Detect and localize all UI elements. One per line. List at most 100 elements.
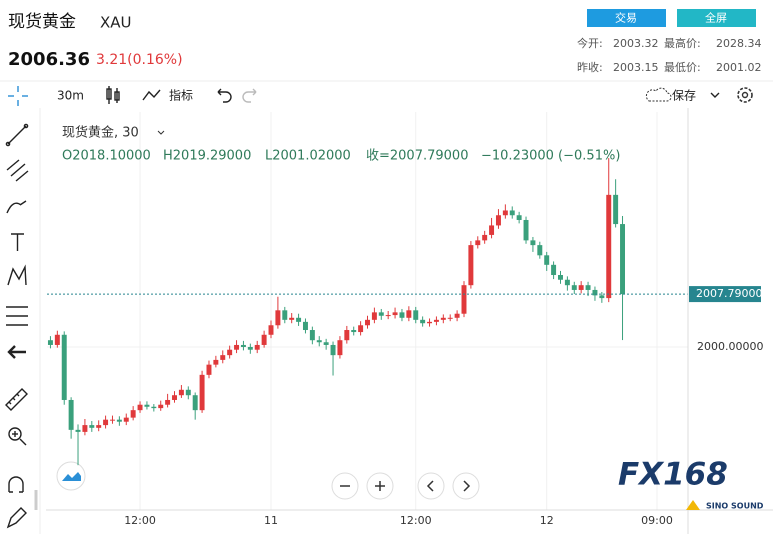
candle-body (482, 234, 488, 241)
text-tool[interactable] (11, 233, 24, 251)
candle-body (489, 225, 495, 235)
candle-body (344, 330, 350, 341)
scroll-left-button[interactable] (417, 472, 445, 500)
watermark-logo (686, 500, 700, 510)
candle-body (433, 319, 439, 322)
save-button[interactable]: 保存 (672, 89, 696, 103)
candle-body (613, 194, 619, 225)
candle-body (302, 321, 308, 331)
legend-title: 现货黄金, 30 (62, 125, 139, 141)
pattern-tool[interactable] (7, 264, 27, 286)
candle-body (247, 346, 253, 350)
indicator-icon[interactable] (142, 89, 161, 101)
fullscreen-button[interactable] (677, 9, 756, 27)
legend-dropdown[interactable] (157, 130, 165, 135)
cloud-icon[interactable] (645, 87, 672, 102)
candle-body (551, 264, 557, 276)
candle-body (109, 419, 115, 421)
price-change: 3.21(0.16%) (96, 52, 183, 68)
fullscreen-button-label[interactable]: 全屏 (705, 11, 727, 25)
legend-change: −10.23000 (−0.51%) (481, 149, 620, 164)
candle-body (192, 395, 198, 411)
candle-body (399, 312, 405, 318)
candle-body (365, 319, 370, 326)
scroll-right-button[interactable] (452, 472, 480, 500)
candle-body (537, 245, 543, 256)
candle-body (199, 374, 205, 411)
candle-body (447, 317, 453, 319)
candle-body (75, 429, 81, 432)
x-tick-label: 12 (540, 514, 554, 527)
candle-body (158, 404, 164, 409)
ruler-tool[interactable] (5, 388, 28, 411)
candle-body (440, 317, 446, 320)
legend-low: L2001.02000 (265, 149, 351, 164)
candle-body (234, 344, 240, 350)
candle-body (606, 194, 612, 299)
magnet-tool[interactable] (8, 476, 24, 493)
stat-value: 2001.02 (716, 61, 762, 74)
watermark-brand: FX168 (618, 457, 728, 493)
prediction-tool[interactable] (6, 306, 28, 326)
candle-body (420, 319, 426, 324)
candle-body (116, 419, 122, 422)
interval-button[interactable]: 30m (57, 89, 84, 103)
candle-body (544, 255, 550, 265)
candle-body (54, 334, 60, 345)
instrument-name: 现货黄金 (8, 12, 76, 32)
candle-body (227, 349, 233, 356)
fib-tool[interactable] (6, 159, 29, 182)
candle-body (371, 312, 377, 320)
last-price-tag (689, 286, 761, 303)
x-tick-label: 12:00 (400, 514, 432, 527)
candle-body (337, 340, 343, 356)
candle-body (330, 344, 336, 356)
candle-body (206, 364, 212, 375)
undo-icon[interactable] (217, 88, 232, 103)
candle-body (96, 425, 102, 428)
candle-body (165, 399, 171, 405)
trend-line-tool[interactable] (5, 123, 29, 147)
candle-body (585, 285, 591, 290)
y-tick-label: 2000.00000 (697, 340, 763, 353)
indicator-button[interactable]: 指标 (169, 88, 193, 103)
lock-tool[interactable] (6, 507, 27, 529)
candle-body (392, 312, 398, 316)
settings-icon[interactable] (737, 87, 753, 103)
instrument-symbol: XAU (100, 14, 132, 32)
candle-body (213, 359, 219, 365)
candle-body (378, 312, 384, 316)
stat-label: 最高价: (664, 36, 701, 50)
legend-open: O2018.10000 (62, 149, 151, 164)
candle-body (47, 340, 53, 345)
legend-high: H2019.29000 (163, 149, 251, 164)
logo-icon (62, 472, 81, 481)
x-tick-label: 12:00 (124, 514, 156, 527)
watermark-sub: SINO SOUND (706, 502, 764, 511)
stat-value: 2003.15 (613, 61, 659, 74)
candle-body (358, 325, 364, 333)
hide-tool[interactable] (7, 345, 26, 359)
candle-body (509, 210, 515, 216)
candle-type-icon[interactable] (106, 86, 120, 104)
candle-body (323, 342, 329, 345)
crosshair-tool[interactable] (8, 86, 28, 106)
save-dropdown[interactable] (710, 92, 720, 98)
candle-body (68, 399, 74, 430)
last-price-label: 2007.79000 (696, 287, 762, 300)
brush-tool[interactable] (6, 200, 27, 214)
candle-body (89, 425, 95, 428)
current-price: 2006.36 (8, 49, 90, 70)
zoom-tool[interactable] (8, 427, 27, 446)
logo-button[interactable] (56, 461, 86, 491)
candle-body (130, 410, 136, 418)
trade-button[interactable] (587, 9, 666, 27)
candle-body (296, 317, 302, 322)
candle-body (103, 419, 109, 426)
candle-body (530, 240, 536, 246)
trade-button-label[interactable]: 交易 (615, 11, 637, 25)
redo-icon[interactable] (242, 88, 257, 103)
stat-label: 今开: (577, 36, 603, 50)
candle-body (254, 344, 260, 350)
